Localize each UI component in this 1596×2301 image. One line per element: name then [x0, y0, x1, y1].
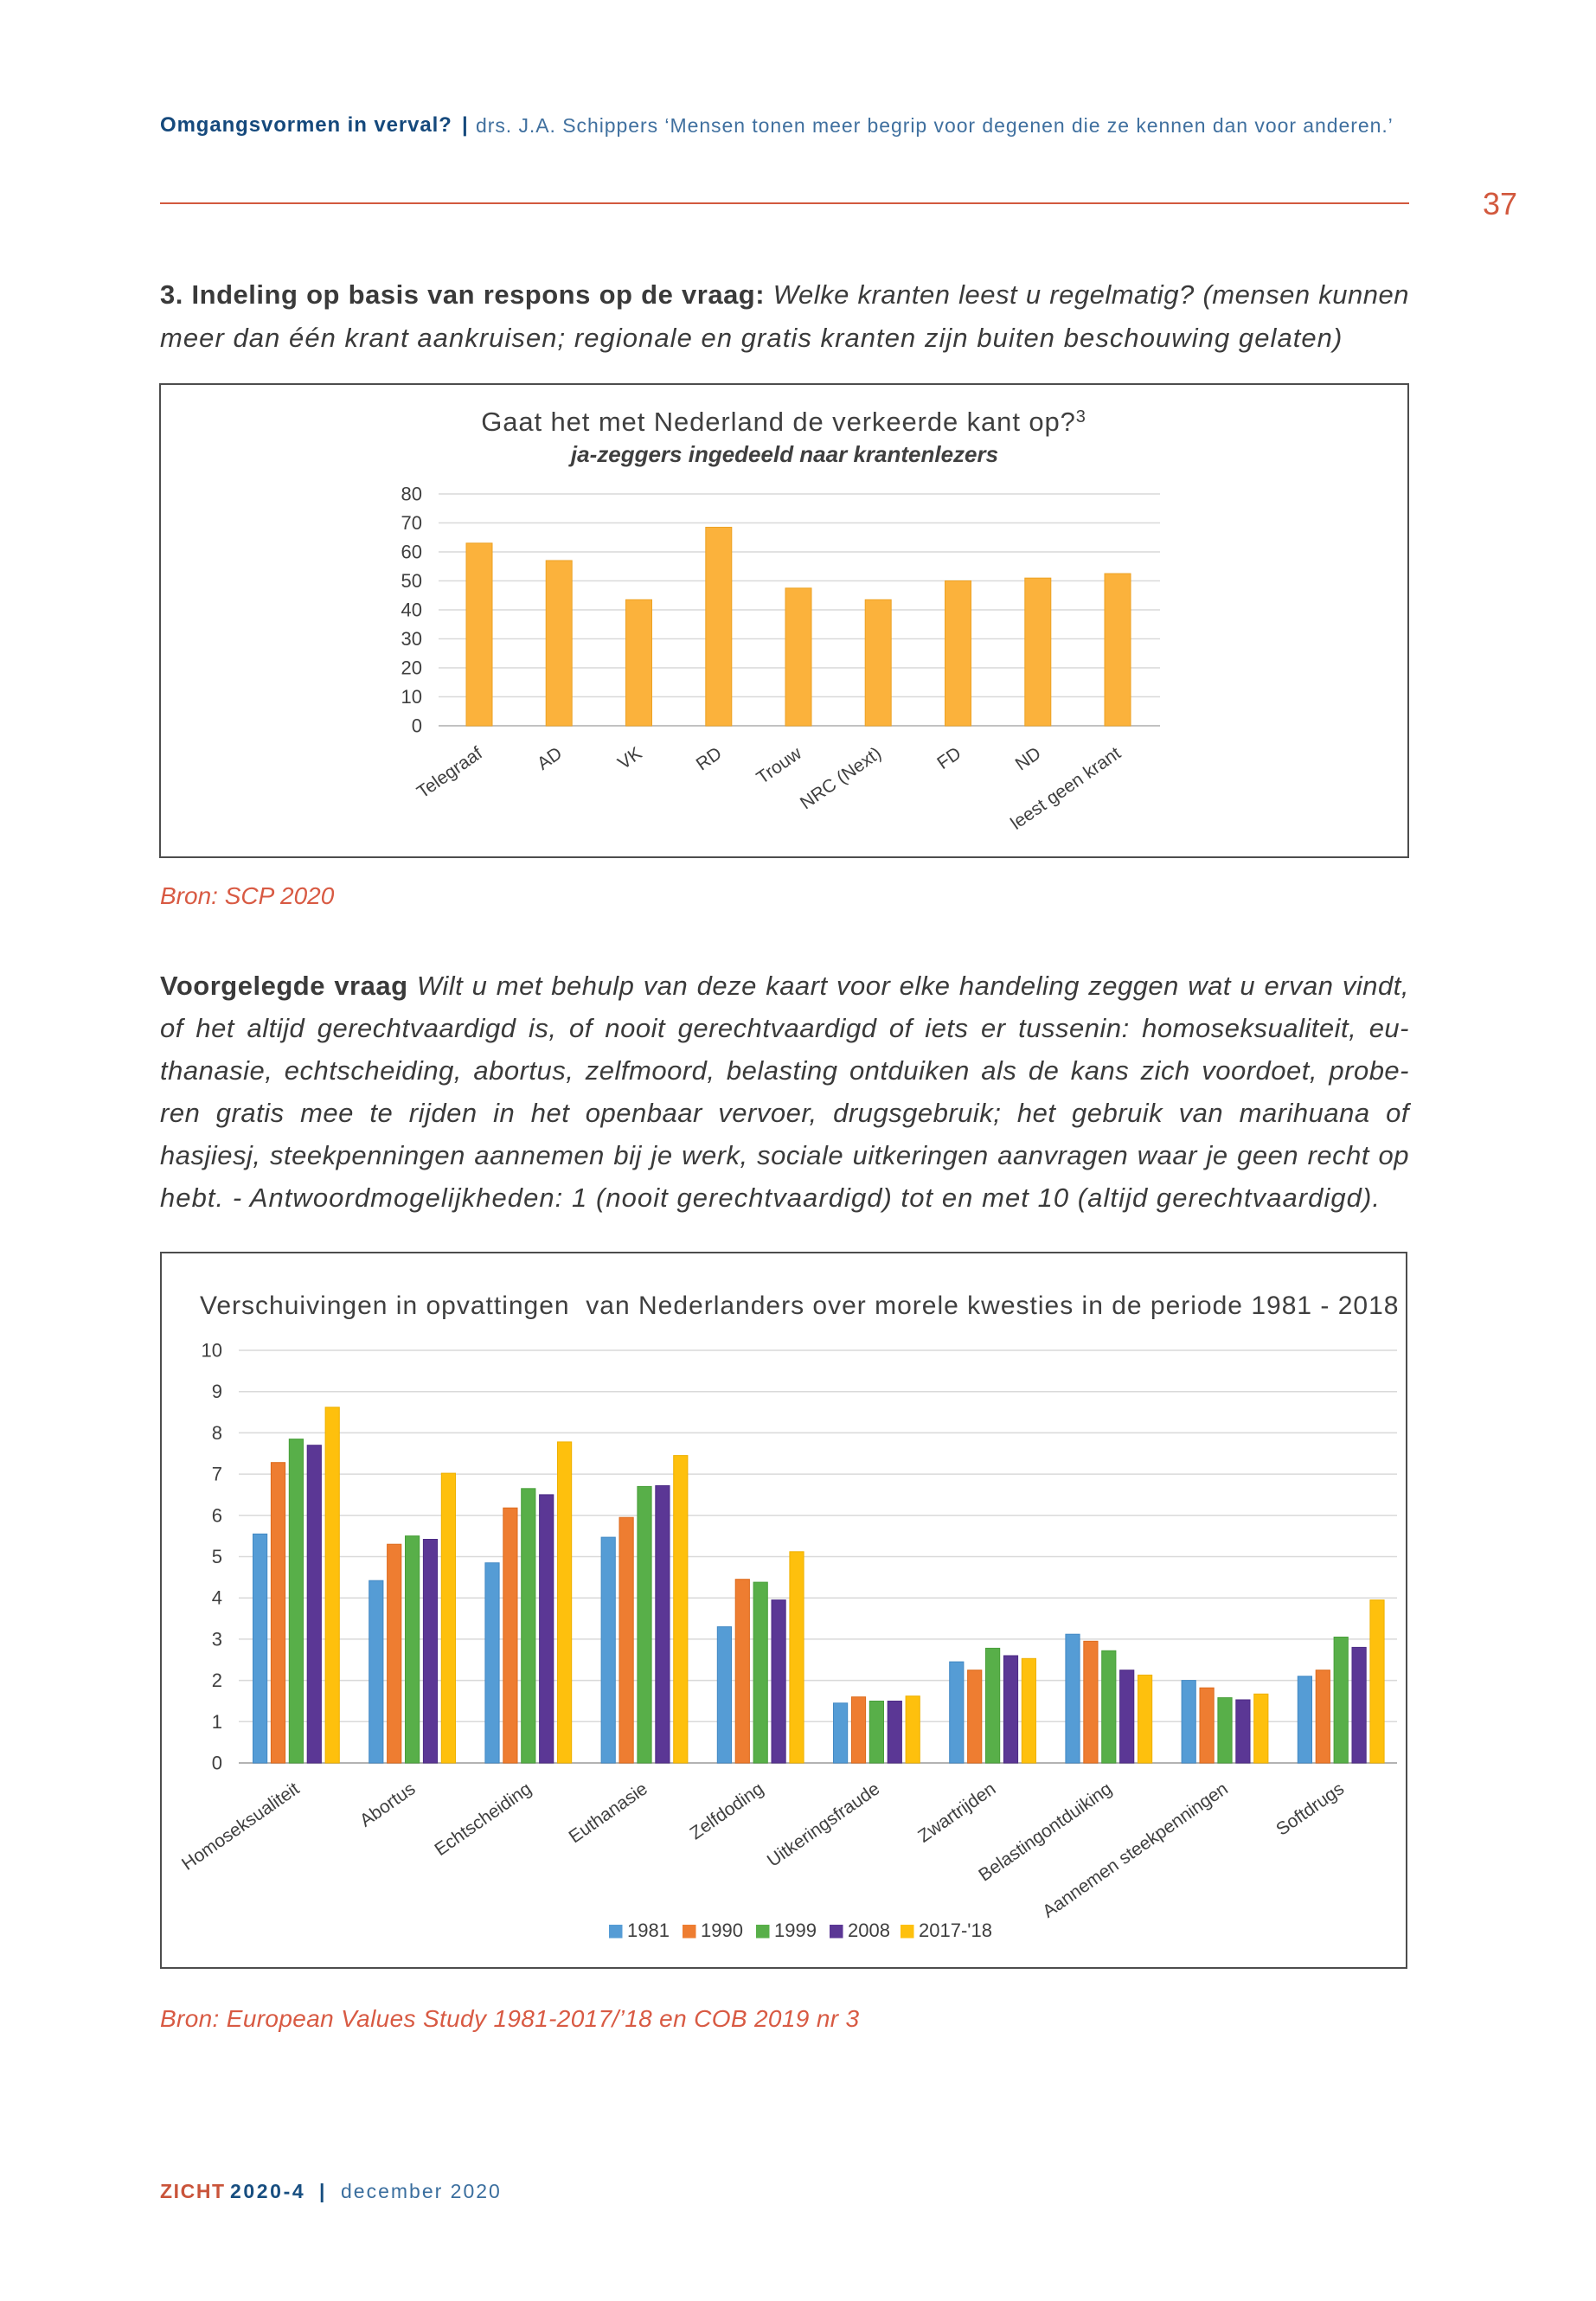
svg-text:1981: 1981 [627, 1920, 670, 1941]
svg-text:80: 80 [401, 484, 422, 505]
svg-text:6: 6 [212, 1504, 222, 1526]
svg-text:10: 10 [401, 686, 422, 708]
svg-text:4: 4 [212, 1587, 222, 1609]
svg-text:0: 0 [412, 715, 422, 737]
svg-text:30: 30 [401, 628, 422, 650]
svg-text:9: 9 [212, 1381, 222, 1402]
svg-text:1990: 1990 [701, 1920, 743, 1941]
svg-text:50: 50 [401, 570, 422, 592]
svg-text:Verschuivingen in opvattingen: Verschuivingen in opvattingen van Nederl… [200, 1292, 1399, 1320]
svg-text:40: 40 [401, 599, 422, 621]
svg-text:Gaat het met Nederland de verk: Gaat het met Nederland de verkeerde kant… [481, 407, 1086, 437]
svg-text:2: 2 [212, 1670, 222, 1691]
svg-text:10: 10 [202, 1340, 222, 1362]
svg-text:ja-zeggers ingedeeld naar kran: ja-zeggers ingedeeld naar krantenlezers [568, 441, 998, 467]
svg-text:2017-'18: 2017-'18 [919, 1920, 992, 1941]
svg-text:1999: 1999 [774, 1920, 817, 1941]
svg-text:1: 1 [212, 1711, 222, 1733]
svg-text:2008: 2008 [848, 1920, 890, 1941]
svg-text:70: 70 [401, 512, 422, 534]
svg-text:0: 0 [212, 1753, 222, 1774]
svg-text:7: 7 [212, 1464, 222, 1485]
svg-text:5: 5 [212, 1546, 222, 1567]
svg-text:8: 8 [212, 1422, 222, 1444]
svg-text:60: 60 [401, 542, 422, 563]
svg-text:3: 3 [212, 1628, 222, 1650]
svg-text:20: 20 [401, 657, 422, 679]
